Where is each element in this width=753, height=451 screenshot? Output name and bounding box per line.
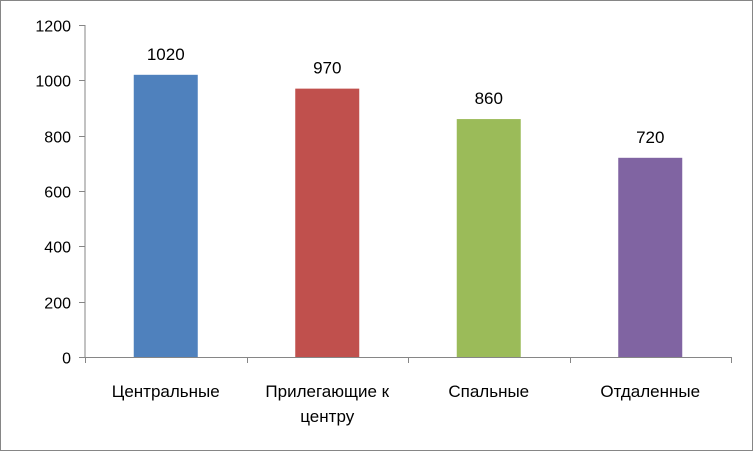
y-tick-label: 0: [62, 351, 71, 368]
bar-2: [295, 88, 360, 357]
y-tick-label: 1200: [35, 19, 71, 36]
y-tick-label: 400: [44, 240, 71, 257]
data-label: 1020: [147, 45, 185, 64]
y-tick-label: 800: [44, 130, 71, 147]
x-category-label: Прилегающие к центру: [265, 382, 389, 426]
x-category-label: Отдаленные: [600, 382, 700, 401]
y-tick-label: 200: [44, 296, 71, 313]
x-category-label-line: Отдаленные: [600, 382, 700, 401]
x-category-label-line: Прилегающие к: [265, 382, 389, 401]
data-label: 970: [313, 59, 341, 78]
bar-3: [456, 119, 521, 357]
data-label: 860: [475, 89, 503, 108]
y-tick-label: 600: [44, 185, 71, 202]
y-tick-label: 1000: [35, 74, 71, 91]
bar-4: [618, 157, 683, 357]
bar-1: [133, 74, 198, 358]
data-label: 720: [636, 128, 664, 147]
x-category-label-line: центру: [300, 407, 354, 426]
x-category-label: Спальные: [448, 382, 529, 401]
x-category-label-line: Центральные: [112, 382, 220, 401]
x-category-label-line: Спальные: [448, 382, 529, 401]
x-category-label: Центральные: [112, 382, 220, 401]
